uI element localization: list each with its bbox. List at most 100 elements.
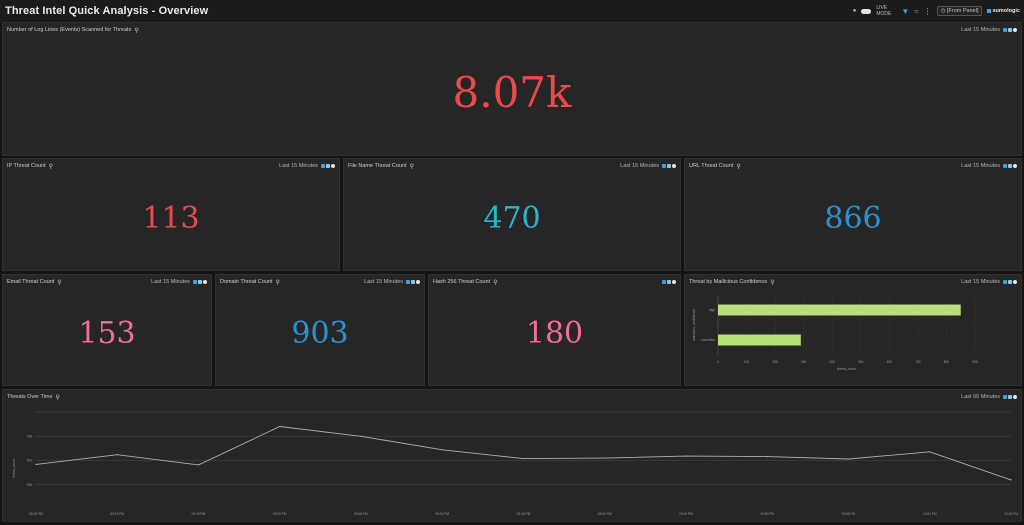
- header-toolbar: ● LIVE MODE ▼ ≈ ⋮ ◷ [From Panel] sumolog…: [853, 0, 1020, 22]
- edit-icon[interactable]: [193, 280, 197, 284]
- panel-hash-256-threat-count: Hash 256 Threat Count ⚲ 180: [428, 274, 681, 386]
- x-tick-label: 400: [830, 360, 836, 364]
- info-icon[interactable]: [1013, 164, 1017, 168]
- x-tick-label: 100: [744, 360, 750, 364]
- search-icon[interactable]: ⚲: [736, 163, 741, 170]
- panel-time-range: Last 15 Minutes: [364, 279, 403, 285]
- edit-icon[interactable]: [1003, 164, 1007, 168]
- edit-icon[interactable]: [662, 280, 666, 284]
- edit-icon[interactable]: [321, 164, 325, 168]
- panel-value: 470: [483, 201, 541, 236]
- edit-icon[interactable]: [406, 280, 410, 284]
- data-point: [522, 457, 525, 460]
- y-axis-label: malicious_confidence: [692, 309, 696, 342]
- y-tick-label: 500: [27, 459, 33, 463]
- bar: [718, 334, 801, 346]
- time-range-button[interactable]: ◷ [From Panel]: [936, 6, 983, 16]
- filter-icon[interactable]: [326, 164, 330, 168]
- panel-title: URL Threat Count: [689, 163, 734, 169]
- search-icon[interactable]: ⚲: [134, 27, 139, 34]
- data-point: [116, 454, 118, 456]
- panel-ip-threat-count: IP Threat Count ⚲ Last 15 Minutes 113: [2, 158, 340, 271]
- user-icon[interactable]: ●: [852, 8, 857, 14]
- panel-value: 866: [824, 201, 882, 236]
- x-tick-label: 10:00 PM: [923, 512, 937, 516]
- filter-icon[interactable]: ▼: [901, 6, 910, 16]
- panel-value: 180: [525, 316, 584, 351]
- panel-time-range: Last 15 Minutes: [620, 163, 659, 169]
- info-icon[interactable]: [1013, 280, 1017, 284]
- info-icon[interactable]: [1013, 28, 1017, 32]
- panel-domain-threat-count: Domain Threat Count ⚲ Last 15 Minutes 903: [215, 274, 425, 386]
- sumologic-logo: sumologic: [987, 8, 1020, 14]
- panel-time-range: Last 15 Minutes: [151, 279, 190, 285]
- search-icon[interactable]: ⚲: [57, 279, 62, 286]
- y-tick-label: 750: [27, 434, 33, 438]
- data-point: [685, 455, 687, 457]
- data-point: [35, 463, 37, 465]
- search-icon[interactable]: ⚲: [55, 394, 60, 401]
- panel-time-range: Last 15 Minutes: [961, 279, 1000, 285]
- edit-icon[interactable]: [1003, 280, 1007, 284]
- share-icon[interactable]: ≈: [914, 6, 919, 16]
- time-range-label: [From Panel]: [947, 8, 979, 14]
- x-tick-label: 09:50 PM: [760, 512, 774, 516]
- panel-title: Email Threat Count: [7, 279, 55, 285]
- panel-time-range: Last 15 Minutes: [279, 163, 318, 169]
- info-icon[interactable]: [1013, 395, 1017, 399]
- filter-icon[interactable]: [1008, 395, 1012, 399]
- panel-file-name-threat-count: File Name Threat Count ⚲ Last 15 Minutes …: [343, 158, 681, 271]
- panel-value: 8.07k: [452, 68, 572, 117]
- search-icon[interactable]: ⚲: [48, 163, 54, 170]
- panel-value: 113: [142, 201, 200, 236]
- info-icon[interactable]: [203, 280, 207, 284]
- x-tick-label: 09:55 PM: [842, 512, 856, 516]
- x-tick-label: 09:45 PM: [679, 512, 693, 516]
- x-axis-label: threat_count: [837, 367, 856, 371]
- panel-value: 903: [291, 316, 349, 351]
- filter-icon[interactable]: [667, 164, 671, 168]
- panel-time-range: Last 60 Minutes: [961, 394, 1000, 400]
- filter-icon[interactable]: [1008, 28, 1012, 32]
- x-tick-label: 10:05 PM: [1004, 512, 1018, 516]
- panel-title: Number of Log Lines (Events) Scanned for…: [7, 27, 132, 33]
- x-tick-label: 700: [915, 360, 921, 364]
- filter-icon[interactable]: [198, 280, 202, 284]
- x-tick-label: 09:25 PM: [354, 512, 368, 516]
- x-tick-label: 800: [944, 360, 950, 364]
- panel-title: IP Threat Count: [7, 163, 46, 169]
- dashboard-title: Threat Intel Quick Analysis - Overview: [5, 5, 209, 17]
- edit-icon[interactable]: [1003, 395, 1007, 399]
- data-point: [360, 435, 362, 437]
- search-icon[interactable]: ⚲: [493, 279, 498, 286]
- edit-icon[interactable]: [662, 164, 666, 168]
- info-icon[interactable]: [672, 280, 676, 284]
- live-mode-label: LIVE MODE: [876, 5, 892, 17]
- info-icon[interactable]: [672, 164, 676, 168]
- panel-email-threat-count: Email Threat Count ⚲ Last 15 Minutes 153: [2, 274, 212, 386]
- search-icon[interactable]: ⚲: [409, 163, 414, 170]
- filter-icon[interactable]: [1008, 164, 1012, 168]
- filter-icon[interactable]: [667, 280, 671, 284]
- data-point: [766, 456, 768, 458]
- search-icon[interactable]: ⚲: [275, 279, 280, 286]
- edit-icon[interactable]: [1003, 28, 1007, 32]
- x-tick-label: 09:20 PM: [273, 512, 287, 516]
- filter-icon[interactable]: [1008, 280, 1012, 284]
- x-tick-label: 09:15 PM: [192, 512, 206, 516]
- x-tick-label: 900: [972, 360, 978, 364]
- x-tick-label: 600: [887, 360, 893, 364]
- panel-time-range: Last 15 Minutes: [961, 27, 1000, 33]
- dashboard-header: Threat Intel Quick Analysis - Overview ●…: [0, 0, 1024, 22]
- threats-line-chart: 250 500 750 09:05 PM 09:10 PM 09:15 PM 09:20 P…: [12, 411, 1018, 516]
- live-mode-toggle[interactable]: [861, 8, 872, 14]
- search-icon[interactable]: ⚲: [770, 279, 775, 286]
- info-icon[interactable]: [416, 280, 420, 284]
- data-point: [197, 464, 200, 466]
- panel-value: 153: [78, 316, 136, 351]
- filter-icon[interactable]: [411, 280, 415, 284]
- panel-title: Threat by Mailicious Confidence: [689, 279, 768, 285]
- data-point: [1010, 479, 1012, 481]
- more-options-icon[interactable]: ⋮: [923, 6, 932, 16]
- info-icon[interactable]: [331, 164, 335, 168]
